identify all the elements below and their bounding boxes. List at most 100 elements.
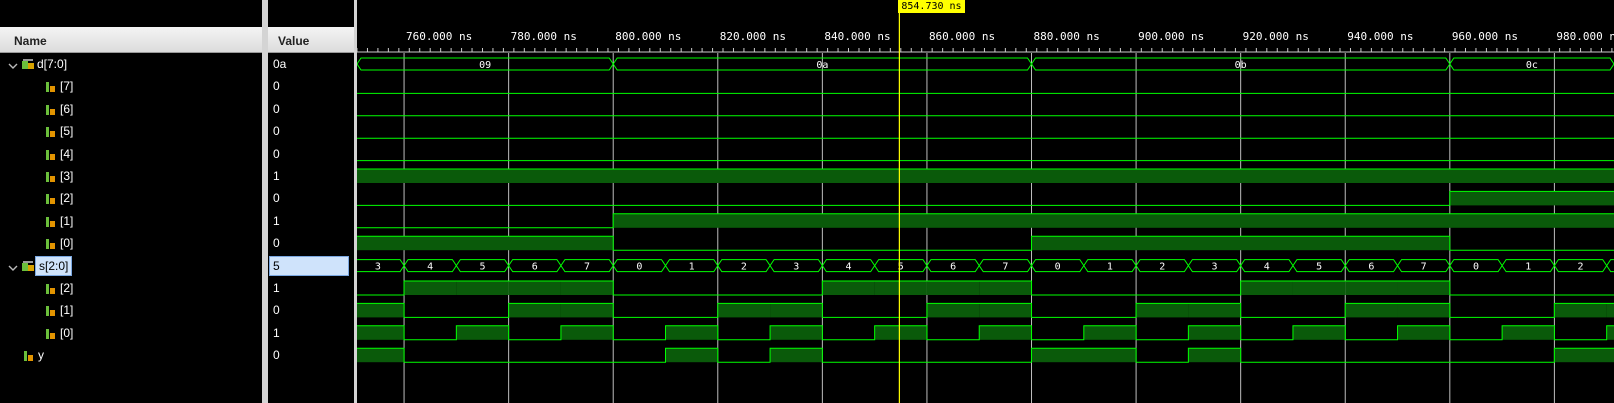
- signal-row[interactable]: [4]: [0, 143, 262, 165]
- high-fill: [1397, 303, 1450, 318]
- high-fill: [1188, 348, 1241, 363]
- high-fill: [357, 169, 1614, 183]
- high-fill: [874, 281, 927, 295]
- bus-value-label: 09: [479, 60, 491, 71]
- high-fill: [874, 325, 927, 340]
- bus-value-label: 7: [1421, 262, 1427, 273]
- high-fill: [1606, 325, 1614, 340]
- bit-signal-icon: [44, 281, 58, 295]
- ruler-tick-label: 780.000 ns: [511, 30, 577, 43]
- value-column-header[interactable]: Value: [268, 27, 354, 53]
- bit-trace: [357, 347, 1614, 363]
- signal-row[interactable]: [6]: [0, 98, 262, 120]
- time-ruler: [357, 0, 1614, 53]
- bit-trace: [357, 280, 1614, 296]
- bus-value-label: 3: [375, 262, 381, 273]
- high-fill: [613, 213, 1614, 228]
- chevron-down-icon[interactable]: [7, 57, 21, 71]
- high-fill: [1031, 236, 1450, 251]
- signal-row[interactable]: [0]: [0, 232, 262, 254]
- bit-trace: [357, 302, 1614, 318]
- high-fill: [1449, 191, 1614, 206]
- signal-row[interactable]: [1]: [0, 210, 262, 232]
- signal-row[interactable]: [2]: [0, 277, 262, 299]
- signal-name-label: [0]: [60, 325, 74, 340]
- signal-value: 5: [273, 258, 280, 273]
- high-fill: [560, 325, 614, 340]
- bit-signal-icon: [44, 102, 58, 116]
- bus-value-label: 5: [479, 262, 485, 273]
- wave-splitter[interactable]: [354, 0, 357, 403]
- high-fill: [1083, 325, 1137, 340]
- bit-signal-icon: [44, 326, 58, 340]
- ruler-tick-label: 900.000 ns: [1138, 30, 1204, 43]
- high-fill: [822, 281, 875, 295]
- bus-value-label: 4: [845, 262, 851, 273]
- signal-row[interactable]: [2]: [0, 187, 262, 209]
- ruler-tick-label: 800.000 ns: [615, 30, 681, 43]
- signal-name-label: s[2:0]: [35, 255, 73, 276]
- high-fill: [1345, 303, 1398, 318]
- bit-trace: [357, 213, 1614, 229]
- bus-value-label: 1: [1525, 262, 1531, 273]
- signal-row[interactable]: [3]: [0, 165, 262, 187]
- high-fill: [560, 303, 614, 318]
- signal-row[interactable]: [0]: [0, 322, 262, 344]
- bus-value-label: 6: [950, 262, 956, 273]
- selected-value-highlight: [269, 255, 349, 276]
- ruler-tick-label: 980.000 ns: [1556, 30, 1614, 43]
- column-splitter[interactable]: [262, 0, 268, 403]
- bus-value-label: 6: [1368, 262, 1374, 273]
- ruler-tick-label: 760.000 ns: [406, 30, 472, 43]
- high-fill: [770, 325, 823, 340]
- bus-value-label: 6: [532, 262, 538, 273]
- high-fill: [1240, 281, 1293, 295]
- high-fill: [404, 281, 457, 295]
- high-fill: [1136, 303, 1189, 318]
- name-column-header[interactable]: Name: [0, 27, 262, 53]
- bus-value-label: 0: [1473, 262, 1479, 273]
- chevron-down-icon[interactable]: [7, 259, 21, 273]
- bus-value-label: 0c: [1526, 60, 1538, 71]
- signal-row[interactable]: [5]: [0, 120, 262, 142]
- waveform-canvas[interactable]: 760.000 ns 780.000 ns 800.000 ns 820.000 ns…: [357, 0, 1614, 403]
- high-fill: [979, 325, 1032, 340]
- high-fill: [1397, 281, 1450, 295]
- signal-name-label: [2]: [60, 281, 74, 295]
- signal-name-label: [6]: [60, 101, 74, 116]
- signal-name-label: [0]: [60, 236, 74, 251]
- bus-value-label: 3: [793, 262, 799, 273]
- bit-signal-icon: [44, 169, 58, 183]
- high-fill: [1554, 348, 1614, 363]
- high-fill: [508, 303, 561, 318]
- bit-signal-icon: [44, 191, 58, 205]
- bus-value-label: 0: [1055, 262, 1061, 273]
- high-fill: [665, 325, 718, 340]
- signal-row-bus[interactable]: s[2:0]: [0, 255, 262, 277]
- signal-name-label: [7]: [60, 79, 74, 94]
- bit-signal-icon: [44, 147, 58, 161]
- signal-row[interactable]: [1]: [0, 299, 262, 321]
- high-fill: [1188, 325, 1241, 340]
- high-fill: [508, 281, 561, 295]
- bus-signal-icon: [21, 57, 35, 71]
- signal-value: 0: [273, 236, 280, 251]
- high-fill: [1345, 281, 1398, 295]
- signal-value: 1: [273, 169, 280, 183]
- bus-value-label: 7: [584, 262, 590, 273]
- bus-value-label: 2: [1159, 262, 1165, 273]
- signal-row-bus[interactable]: d[7:0]: [0, 53, 262, 75]
- high-fill: [1031, 348, 1137, 363]
- high-fill: [1397, 325, 1450, 340]
- high-fill: [1292, 325, 1346, 340]
- names-panel: Name d[7:0] [7] [6] [5] [4] [3] [2] [1] [0] s[2:0…: [0, 0, 262, 403]
- signal-row[interactable]: y: [0, 344, 262, 366]
- signal-value: 1: [273, 281, 280, 295]
- high-fill: [357, 236, 614, 251]
- bit-signal-icon: [44, 79, 58, 93]
- ruler-tick-label: 960.000 ns: [1452, 30, 1518, 43]
- signal-row[interactable]: [7]: [0, 75, 262, 97]
- bit-signal-icon: [44, 124, 58, 138]
- signal-value: 0: [273, 101, 280, 116]
- cursor-time-label[interactable]: 854.730 ns: [898, 0, 965, 13]
